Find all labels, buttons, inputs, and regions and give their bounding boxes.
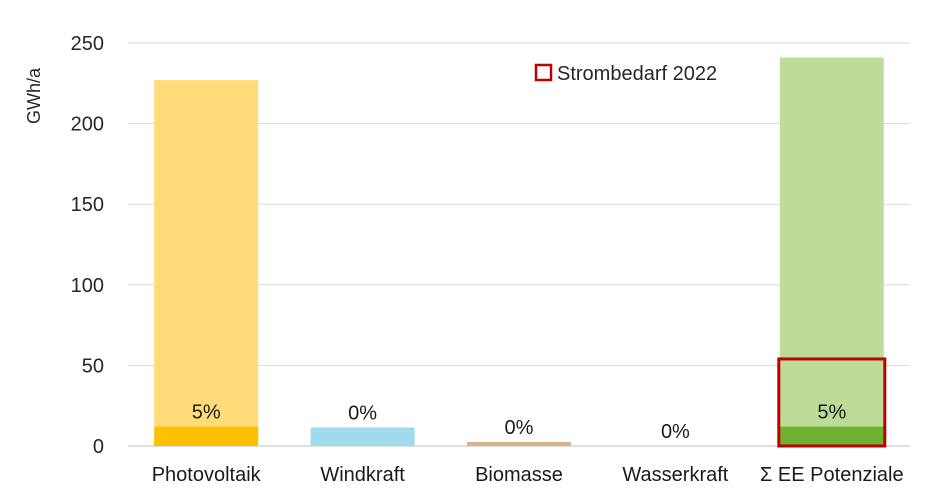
x-category-label: Biomasse — [475, 464, 563, 486]
data-label: 5% — [817, 402, 846, 424]
y-axis-ticks: 0 50 100 150 200 250 — [71, 33, 104, 458]
legend-swatch — [534, 63, 553, 82]
y-tick-label: 150 — [71, 194, 104, 216]
x-category-label: Photovoltaik — [152, 464, 262, 486]
y-tick-label: 250 — [71, 33, 104, 55]
data-label: 0% — [348, 402, 377, 424]
bars — [154, 57, 884, 447]
bar-share-1 — [154, 426, 259, 446]
data-label: 0% — [505, 417, 534, 439]
y-axis-label: GWh/a — [24, 67, 44, 124]
bar-total-2 — [310, 427, 415, 446]
x-category-label: Σ EE Potenziale — [760, 464, 904, 486]
y-tick-label: 50 — [82, 355, 104, 377]
y-tick-label: 200 — [71, 114, 104, 136]
x-category-label: Windkraft — [320, 464, 405, 486]
bar-total-1 — [154, 80, 259, 447]
x-category-label: Wasserkraft — [622, 464, 728, 486]
reference-rect — [777, 357, 887, 448]
bar-total-3 — [467, 441, 571, 446]
bar-total-5 — [779, 57, 884, 447]
legend: Strombedarf 2022 — [534, 63, 717, 85]
x-axis-categories: Photovoltaik Windkraft Biomasse Wasserkraft… — [152, 464, 904, 486]
y-tick-label: 0 — [93, 436, 104, 458]
data-labels: 5% 0% 0% 0% 5% — [192, 402, 847, 443]
data-label: 5% — [192, 402, 221, 424]
data-label: 0% — [661, 421, 690, 443]
legend-label: Strombedarf 2022 — [557, 63, 717, 85]
y-tick-label: 100 — [71, 275, 104, 297]
reference-box — [777, 357, 887, 448]
bar-share-5 — [779, 426, 884, 446]
